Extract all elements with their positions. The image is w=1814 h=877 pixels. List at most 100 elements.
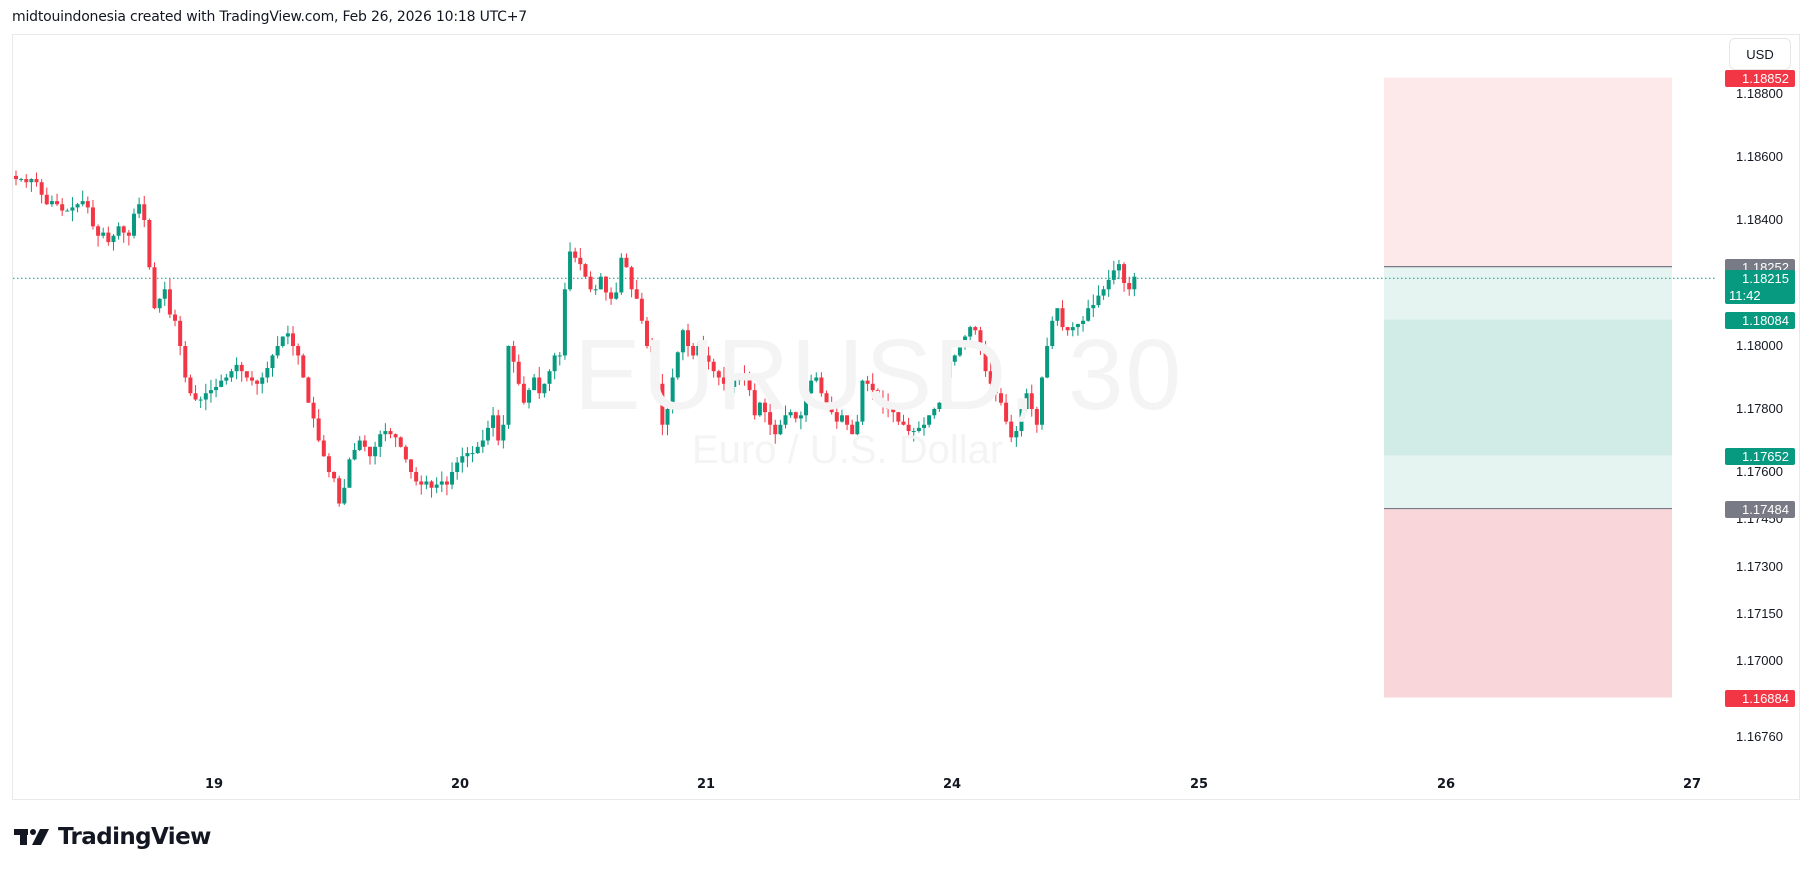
candle-body bbox=[34, 179, 39, 183]
candle-body bbox=[732, 380, 737, 387]
candle-body bbox=[373, 446, 378, 457]
candle-body bbox=[901, 421, 906, 425]
candle-body bbox=[573, 251, 578, 258]
tradingview-logo[interactable]: TradingView bbox=[14, 824, 211, 850]
currency-button[interactable]: USD bbox=[1729, 38, 1791, 70]
candle-body bbox=[1040, 377, 1044, 425]
candle-body bbox=[665, 409, 670, 425]
candle-body bbox=[306, 377, 311, 403]
candle-body bbox=[178, 320, 183, 346]
candle-body bbox=[829, 402, 834, 413]
candle-body bbox=[29, 179, 34, 183]
candle-body bbox=[896, 412, 901, 422]
lower-stop-zone bbox=[1384, 508, 1672, 698]
candle-body bbox=[603, 276, 608, 293]
price-tick-label: 1.18800 bbox=[1736, 86, 1783, 101]
lower-target-zone-light bbox=[1384, 455, 1672, 509]
date-tick-label: 24 bbox=[942, 777, 962, 792]
candle-body bbox=[680, 330, 685, 353]
candle-body bbox=[444, 481, 449, 485]
price-tick-label: 1.17300 bbox=[1736, 558, 1783, 574]
candle-body bbox=[378, 434, 383, 447]
candle-body bbox=[1070, 327, 1075, 331]
candle-body bbox=[855, 421, 860, 435]
candle-body bbox=[198, 399, 203, 401]
candle-body bbox=[414, 472, 419, 482]
candle-body bbox=[157, 298, 162, 309]
candle-body bbox=[532, 377, 537, 391]
candle-body bbox=[24, 179, 29, 183]
candle-body bbox=[696, 346, 701, 356]
candle-body bbox=[96, 226, 101, 236]
candle-body bbox=[183, 346, 188, 378]
candle-body bbox=[70, 207, 75, 211]
candle-body bbox=[757, 402, 762, 416]
candle-body bbox=[1024, 393, 1029, 409]
candle-body bbox=[275, 346, 280, 356]
candle-body bbox=[752, 390, 757, 416]
candle-body bbox=[809, 380, 814, 394]
candle-body bbox=[824, 393, 829, 403]
candle-body bbox=[850, 424, 855, 435]
candle-body bbox=[101, 232, 106, 236]
upper-target-tag: 1.18084 bbox=[1725, 311, 1795, 329]
candle-body bbox=[942, 377, 947, 403]
candle-body bbox=[85, 201, 90, 208]
candle-body bbox=[860, 380, 865, 422]
candle-body bbox=[598, 276, 603, 290]
date-tick-label: 19 bbox=[204, 777, 224, 792]
candle-body bbox=[19, 179, 24, 181]
candle-body bbox=[721, 377, 726, 384]
tradingview-logo-icon bbox=[14, 829, 49, 845]
candle-body bbox=[429, 481, 434, 488]
candle-body bbox=[875, 390, 880, 400]
candle-body bbox=[80, 201, 85, 205]
candle-body bbox=[439, 481, 444, 485]
candle-body bbox=[834, 412, 839, 422]
candle-body bbox=[1050, 320, 1055, 346]
candle-body bbox=[516, 361, 521, 384]
candle-body bbox=[886, 402, 891, 409]
candle-body bbox=[55, 201, 60, 205]
candle-body bbox=[783, 415, 788, 425]
candle-body bbox=[624, 257, 629, 268]
candle-body bbox=[332, 472, 337, 479]
candle-body bbox=[911, 431, 916, 433]
candle-body bbox=[727, 383, 732, 387]
candle-body bbox=[650, 346, 655, 353]
candle-body bbox=[291, 333, 296, 346]
candle-body bbox=[511, 346, 516, 362]
candle-body bbox=[260, 377, 265, 384]
candle-body bbox=[845, 415, 850, 425]
price-tick-label: 1.18000 bbox=[1736, 338, 1783, 353]
candle-body bbox=[993, 383, 998, 394]
candle-body bbox=[208, 390, 213, 394]
date-tick-label: 25 bbox=[1189, 777, 1209, 792]
candle-body bbox=[265, 368, 270, 378]
candle-body bbox=[393, 434, 398, 438]
candle-body bbox=[542, 383, 547, 394]
candle-body bbox=[916, 427, 921, 432]
candle-body bbox=[639, 298, 644, 321]
lower-entry-tag: 1.17484 bbox=[1725, 500, 1795, 518]
price-tick-label: 1.18600 bbox=[1736, 149, 1783, 164]
candle-body bbox=[60, 204, 65, 211]
lower-target-tag: 1.17652 bbox=[1725, 447, 1795, 465]
candle-body bbox=[419, 481, 424, 485]
candle-body bbox=[788, 412, 793, 416]
candle-body bbox=[762, 402, 767, 413]
candle-body bbox=[1111, 270, 1116, 280]
price-tick-label: 1.17600 bbox=[1736, 464, 1783, 479]
candle-body bbox=[583, 264, 588, 277]
candle-body bbox=[301, 355, 306, 378]
candle-body bbox=[270, 355, 275, 369]
candle-body bbox=[963, 336, 968, 346]
candle-body bbox=[906, 424, 911, 432]
price-tick-label: 1.18400 bbox=[1736, 212, 1783, 227]
candle-body bbox=[147, 220, 152, 268]
candle-body bbox=[485, 427, 490, 441]
candle-body bbox=[716, 371, 721, 378]
candle-body bbox=[644, 320, 649, 346]
candle-body bbox=[121, 226, 126, 233]
